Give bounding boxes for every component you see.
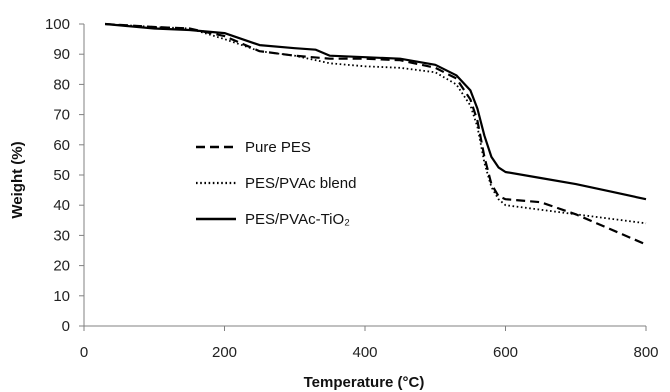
x-tick-label: 400 [352, 344, 377, 361]
series-lines [104, 22, 647, 246]
y-tick-label: 0 [62, 318, 70, 335]
x-axis-label: Temperature (°C) [304, 374, 425, 391]
y-axis-label: Weight (%) [9, 141, 26, 218]
y-tick-label: 80 [53, 76, 70, 93]
y-axis-ticks: 0 10 20 30 40 50 60 70 80 90 100 [45, 16, 84, 335]
y-tick-label: 30 [53, 227, 70, 244]
x-tick-label: 800 [633, 344, 658, 361]
series-line-3 [104, 22, 647, 201]
x-tick-label: 600 [493, 344, 518, 361]
legend-label-2: PES/PVAc blend [245, 175, 356, 192]
y-tick-label: 60 [53, 137, 70, 154]
legend-label-1: Pure PES [245, 139, 311, 156]
y-tick-label: 20 [53, 258, 70, 275]
y-tick-label: 40 [53, 197, 70, 214]
y-tick-label: 100 [45, 16, 70, 33]
x-axis-ticks: 0 200 400 600 800 [80, 326, 659, 361]
legend-label-3: PES/PVAc-TiO₂ [245, 211, 350, 228]
x-tick-label: 200 [212, 344, 237, 361]
series-line-2 [105, 23, 647, 225]
x-tick-label: 0 [80, 344, 88, 361]
y-tick-label: 50 [53, 167, 70, 184]
axes [83, 24, 646, 327]
legend: Pure PES PES/PVAc blend PES/PVAc-TiO₂ [196, 139, 356, 228]
y-tick-label: 10 [53, 288, 70, 305]
y-tick-label: 90 [53, 46, 70, 63]
series-line-1 [105, 22, 647, 246]
y-tick-label: 70 [53, 107, 70, 124]
